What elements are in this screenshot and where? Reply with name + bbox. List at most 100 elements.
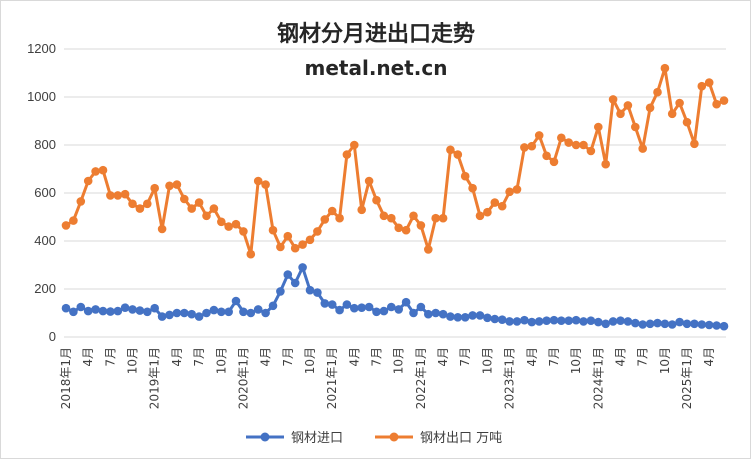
data-point	[298, 263, 307, 272]
data-point	[305, 235, 315, 245]
data-point	[460, 313, 470, 322]
data-point	[98, 165, 108, 175]
data-point	[416, 221, 426, 230]
data-point	[468, 311, 477, 320]
x-tick-label: 2018年1月	[59, 347, 73, 409]
data-point	[342, 300, 352, 309]
data-point	[571, 140, 581, 150]
data-point	[76, 302, 86, 312]
data-point	[475, 311, 485, 320]
data-point	[438, 309, 448, 319]
x-tick-label: 2023年1月	[503, 347, 517, 409]
data-point	[209, 305, 219, 315]
y-tick-label: 400	[34, 233, 56, 248]
data-point	[712, 99, 721, 109]
data-point	[150, 303, 159, 313]
data-point	[409, 308, 418, 318]
data-point	[313, 227, 322, 236]
data-point	[194, 312, 204, 321]
data-point	[165, 310, 174, 320]
x-tick-label: 10月	[658, 347, 672, 374]
series-layer	[61, 63, 729, 331]
data-point	[667, 320, 677, 329]
x-tick-label: 2024年1月	[591, 347, 605, 409]
legend: 钢材进口 钢材出口 万吨	[246, 431, 502, 446]
data-point	[579, 140, 588, 150]
data-point	[61, 303, 71, 313]
data-point	[172, 308, 182, 318]
data-point	[335, 305, 344, 315]
data-point	[187, 309, 196, 319]
data-point	[446, 312, 455, 321]
data-point	[490, 198, 500, 207]
grid-lines	[64, 48, 726, 338]
data-point	[675, 317, 684, 327]
x-tick-label: 2019年1月	[148, 347, 162, 409]
data-point	[557, 133, 566, 143]
data-point	[631, 122, 640, 132]
data-point	[342, 150, 352, 159]
series-1	[61, 63, 729, 259]
data-point	[290, 278, 300, 288]
data-point	[357, 205, 367, 215]
y-tick-label: 600	[34, 185, 56, 200]
data-point	[106, 191, 115, 200]
data-point	[239, 227, 248, 236]
data-point	[431, 308, 441, 318]
data-point	[424, 245, 433, 254]
data-point	[69, 307, 78, 317]
legend-swatch-marker	[389, 432, 399, 442]
data-point	[653, 318, 662, 328]
data-point	[187, 204, 196, 213]
x-tick-label: 7月	[281, 347, 295, 367]
data-point	[394, 223, 404, 233]
data-point	[379, 306, 389, 316]
data-point	[505, 317, 514, 326]
data-point	[512, 317, 522, 326]
data-point	[268, 301, 278, 311]
data-point	[697, 320, 707, 329]
y-tick-label: 1000	[27, 89, 56, 104]
data-point	[143, 307, 152, 317]
data-point	[231, 219, 241, 229]
data-point	[106, 307, 115, 316]
data-point	[645, 319, 655, 329]
data-point	[180, 194, 189, 204]
data-point	[719, 321, 729, 331]
data-point	[453, 150, 463, 159]
data-point	[638, 144, 647, 153]
data-point	[283, 270, 293, 279]
data-point	[209, 204, 219, 213]
data-point	[468, 183, 477, 193]
x-tick-label: 10月	[303, 347, 317, 374]
data-point	[327, 300, 337, 309]
data-point	[150, 183, 159, 193]
data-point	[682, 319, 692, 329]
data-point	[231, 296, 241, 306]
data-point	[601, 159, 610, 169]
y-tick-label: 800	[34, 137, 56, 152]
data-point	[283, 231, 293, 241]
data-point	[704, 320, 714, 330]
data-point	[128, 199, 137, 209]
data-point	[128, 305, 137, 314]
data-point	[98, 306, 108, 316]
data-point	[350, 303, 359, 313]
data-point	[608, 317, 618, 326]
data-point	[660, 319, 670, 329]
data-point	[712, 321, 721, 330]
data-point	[91, 305, 100, 314]
data-point	[438, 213, 448, 223]
x-tick-label: 2020年1月	[236, 347, 250, 409]
data-point	[527, 317, 537, 327]
x-tick-label: 10月	[392, 347, 406, 374]
data-point	[290, 243, 300, 253]
data-point	[320, 215, 330, 224]
data-point	[409, 211, 418, 221]
x-tick-label: 10月	[480, 347, 494, 374]
data-point	[505, 187, 514, 197]
data-point	[364, 302, 374, 312]
legend-label: 钢材进口	[291, 431, 343, 446]
data-point	[616, 109, 625, 119]
